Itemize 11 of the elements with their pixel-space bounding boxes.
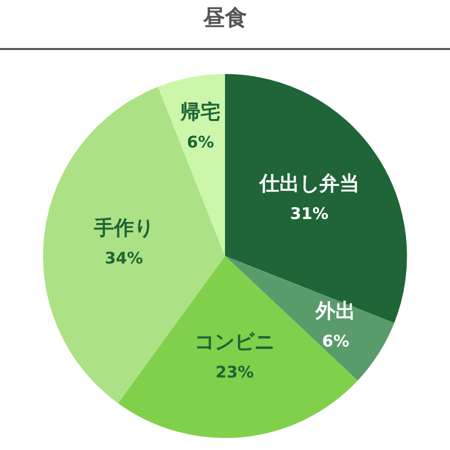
data-label: 6% [186,132,214,152]
chart-title: 昼食 [0,0,450,50]
data-label: 23% [215,362,254,382]
data-label: 6% [322,331,350,350]
slice-label: コンビニ [194,330,275,354]
data-label: 31% [290,204,328,223]
slice-label: 帰宅 [179,99,220,124]
slice-label: 手作り [92,215,154,240]
slice-label: 仕出し弁当 [258,170,360,195]
slice-label: 外出 [314,298,356,322]
data-label: 34% [104,248,144,268]
